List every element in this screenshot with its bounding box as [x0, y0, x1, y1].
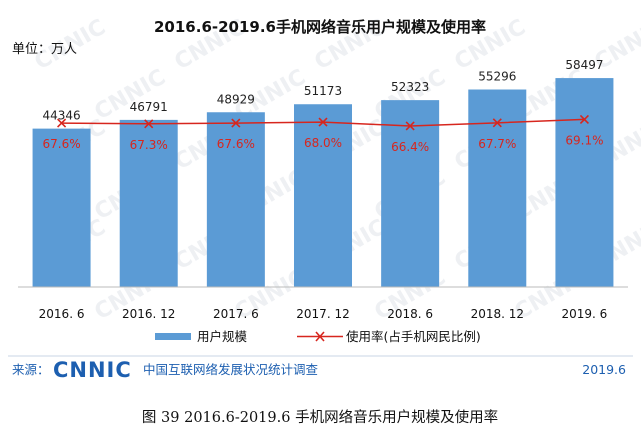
- line-series-group: 67.6% 67.3% 67.6% 68.0% 66.4% 67.7% 69.1%: [43, 114, 603, 154]
- chart-title: 2016.6-2019.6手机网络音乐用户规模及使用率: [154, 18, 486, 36]
- bar-value-label: 52323: [391, 80, 429, 94]
- line-point-marker: [318, 117, 328, 127]
- x-tick-label: 2019. 6: [562, 307, 608, 321]
- bar-labels-group: 44346 46791 48929 51173 52323 55296 58497: [42, 58, 603, 123]
- usage-rate-label: 68.0%: [304, 136, 342, 150]
- bar-value-label: 44346: [42, 109, 80, 123]
- bar: [555, 78, 614, 287]
- legend-swatch-bar: [155, 333, 191, 340]
- x-tick-label: 2017. 6: [213, 307, 259, 321]
- source-org: 中国互联网络发展状况统计调查: [143, 362, 319, 377]
- x-tick-label: 2016. 12: [122, 307, 175, 321]
- x-tick-label: 2017. 12: [296, 307, 349, 321]
- watermark-text: CNNIC: [91, 65, 170, 125]
- unit-label: 单位：万人: [12, 42, 77, 57]
- x-tick-label: 2016. 6: [39, 307, 85, 321]
- x-tick-label: 2018. 6: [387, 307, 433, 321]
- x-tick-label: 2018. 12: [471, 307, 524, 321]
- x-tick-labels: 2016. 6 2016. 12 2017. 6 2017. 12 2018. 6 201…: [39, 307, 608, 321]
- figure-caption: 图 39 2016.6-2019.6 手机网络音乐用户规模及使用率: [142, 409, 498, 426]
- usage-rate-label: 66.4%: [391, 140, 429, 154]
- bar-value-label: 46791: [130, 100, 168, 114]
- legend: 用户规模 使用率(占手机网民比例): [155, 329, 481, 344]
- source-label: 来源：: [12, 362, 50, 377]
- legend-x-marker-icon: [315, 331, 325, 342]
- line-point-marker: [579, 114, 589, 124]
- bar: [119, 119, 178, 287]
- bar: [206, 112, 265, 287]
- bar: [468, 89, 527, 287]
- legend-label-line: 使用率(占手机网民比例): [346, 329, 481, 344]
- legend-label-bar: 用户规模: [197, 329, 248, 344]
- usage-rate-label: 67.7%: [478, 137, 516, 151]
- usage-rate-label: 67.6%: [43, 137, 81, 151]
- usage-rate-label: 67.3%: [130, 138, 168, 152]
- line-point-marker: [231, 118, 241, 128]
- bar: [381, 100, 440, 287]
- line-point-marker: [57, 118, 67, 128]
- line-point-marker: [144, 119, 154, 129]
- cnnic-logo: CNNIC: [53, 358, 132, 382]
- bar-value-label: 58497: [565, 58, 603, 72]
- bar: [32, 128, 91, 287]
- usage-rate-label: 69.1%: [565, 133, 603, 147]
- bar-value-label: 55296: [478, 70, 516, 84]
- bar-value-label: 48929: [217, 92, 255, 106]
- bar: [294, 104, 352, 287]
- line-point-marker: [405, 121, 415, 131]
- line-point-marker: [492, 118, 502, 128]
- usage-rate-label: 67.6%: [217, 137, 255, 151]
- footer-date: 2019.6: [582, 362, 626, 377]
- bar-value-label: 51173: [304, 84, 342, 98]
